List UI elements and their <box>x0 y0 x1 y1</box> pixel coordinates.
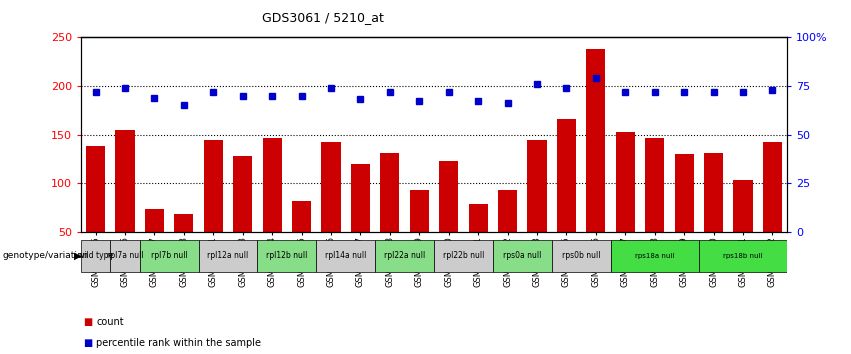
Bar <box>81 240 111 272</box>
Bar <box>734 180 752 280</box>
Bar <box>469 204 488 280</box>
Bar <box>498 190 517 280</box>
Bar <box>645 138 665 280</box>
Text: wild type: wild type <box>78 251 113 260</box>
Bar <box>434 240 493 272</box>
Bar <box>86 146 106 280</box>
Bar <box>203 140 223 280</box>
Bar <box>616 132 635 280</box>
Bar <box>263 138 282 280</box>
Bar <box>528 140 546 280</box>
Text: rpl22b null: rpl22b null <box>443 251 484 260</box>
Bar <box>198 240 257 272</box>
Text: rpl22a null: rpl22a null <box>384 251 426 260</box>
Bar <box>610 240 699 272</box>
Bar <box>257 240 317 272</box>
Text: rpl7a null: rpl7a null <box>106 251 143 260</box>
Bar <box>586 49 605 280</box>
Bar <box>704 153 723 280</box>
Bar <box>375 240 434 272</box>
Bar <box>322 142 340 280</box>
Text: rpl7b null: rpl7b null <box>151 251 187 260</box>
Bar <box>439 161 459 280</box>
Text: rpl12a null: rpl12a null <box>208 251 248 260</box>
Bar <box>317 240 375 272</box>
Bar <box>116 130 134 280</box>
Text: rps18a null: rps18a null <box>635 253 675 259</box>
Text: ■: ■ <box>83 317 93 327</box>
Bar <box>409 190 429 280</box>
Bar <box>380 153 399 280</box>
Bar <box>551 240 610 272</box>
Bar <box>292 201 311 280</box>
Bar <box>111 240 140 272</box>
Bar <box>174 215 193 280</box>
Text: ■: ■ <box>83 338 93 348</box>
Bar <box>699 240 787 272</box>
Bar <box>233 156 252 280</box>
Bar <box>140 240 198 272</box>
Text: rpl14a null: rpl14a null <box>325 251 367 260</box>
Bar <box>145 210 164 280</box>
Text: rps0a null: rps0a null <box>503 251 541 260</box>
Bar <box>675 154 694 280</box>
Text: ▶: ▶ <box>74 251 82 261</box>
Text: percentile rank within the sample: percentile rank within the sample <box>96 338 261 348</box>
Text: genotype/variation: genotype/variation <box>3 251 89 260</box>
Bar <box>557 119 576 280</box>
Bar <box>762 142 782 280</box>
Text: rps0b null: rps0b null <box>562 251 601 260</box>
Bar <box>493 240 551 272</box>
Text: rpl12b null: rpl12b null <box>266 251 307 260</box>
Bar <box>351 164 370 280</box>
Text: count: count <box>96 317 123 327</box>
Text: rps18b null: rps18b null <box>723 253 762 259</box>
Text: GDS3061 / 5210_at: GDS3061 / 5210_at <box>262 11 385 24</box>
